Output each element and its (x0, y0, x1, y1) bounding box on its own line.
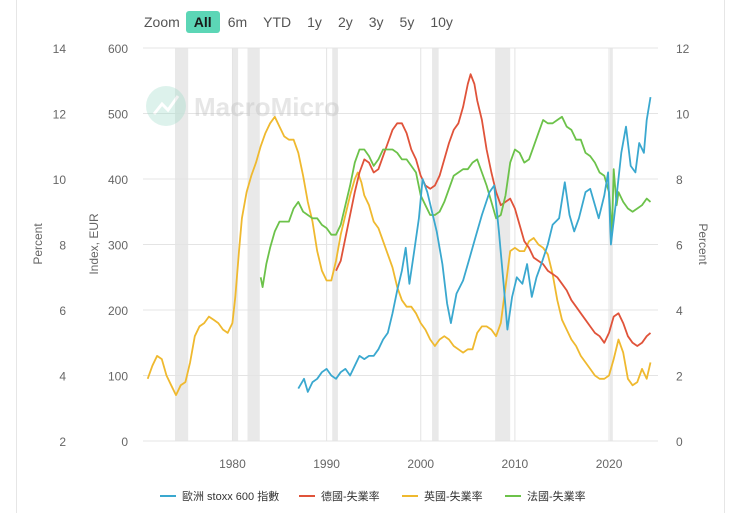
left-percent-tick-label: 12 (53, 108, 67, 122)
zoom-1y-button[interactable]: 1y (307, 14, 322, 30)
right-percent-tick-label: 4 (676, 304, 683, 318)
legend-item-germany[interactable]: 德國-失業率 (299, 488, 380, 504)
left-percent-tick-label: 14 (53, 42, 67, 56)
grid-lines (143, 47, 658, 442)
x-tick-label: 2020 (596, 457, 623, 471)
series-line-germany (335, 73, 652, 347)
left-index-axis-title: Index, EUR (87, 213, 101, 275)
x-tick-label: 1980 (219, 457, 246, 471)
right-percent-tick-label: 0 (676, 435, 683, 449)
legend-item-uk[interactable]: 英國-失業率 (402, 488, 483, 504)
zoom-3y-button[interactable]: 3y (368, 14, 384, 30)
zoom-all-button[interactable]: All (185, 11, 220, 33)
left-index-tick-label: 100 (108, 370, 128, 384)
zoom-label: Zoom (144, 14, 180, 30)
left-percent-tick-label: 10 (53, 173, 67, 187)
left-index-tick-label: 0 (121, 435, 128, 449)
frame-left-border (16, 0, 17, 513)
legend-swatch (160, 495, 176, 497)
legend-label: 歐洲 stoxx 600 指數 (182, 491, 280, 503)
series-line-uk (146, 115, 652, 396)
watermark: MacroMicro (146, 86, 340, 126)
watermark-text: MacroMicro (194, 92, 340, 122)
zoom-2y-button[interactable]: 2y (337, 14, 353, 30)
series-lines (146, 73, 652, 396)
watermark-logo-icon (146, 86, 186, 126)
right-percent-tick-label: 12 (676, 42, 690, 56)
right-percent-tick-label: 6 (676, 239, 683, 253)
left-index-tick-label: 300 (108, 239, 128, 253)
right-percent-tick-label: 2 (676, 370, 683, 384)
left-percent-tick-label: 8 (59, 239, 66, 253)
right-percent-axis-title: Percent (696, 223, 710, 265)
right-percent-tick-label: 10 (676, 108, 690, 122)
left-percent-axis-title: Percent (31, 223, 45, 265)
legend-swatch (505, 495, 521, 497)
zoom-6m-button[interactable]: 6m (227, 14, 248, 30)
zoom-10y-button[interactable]: 10y (430, 14, 453, 30)
x-tick-label: 1990 (313, 457, 340, 471)
x-tick-label: 2000 (407, 457, 434, 471)
left-percent-tick-label: 2 (59, 435, 66, 449)
watermark-logo-stroke (152, 95, 180, 115)
frame-right-border (724, 0, 725, 513)
legend-label: 德國-失業率 (321, 491, 380, 503)
series-line-stoxx (297, 96, 652, 393)
left-index-tick-label: 600 (108, 42, 128, 56)
left-percent-tick-label: 4 (59, 370, 66, 384)
zoom-5y-button[interactable]: 5y (399, 14, 415, 30)
legend: 歐洲 stoxx 600 指數 德國-失業率 英國-失業率 法國-失業率 (0, 488, 740, 508)
axes: 2 4 6 8 10 12 14 0 100 200 300 400 500 600 0 2 4 6 8 10 12 19… (31, 42, 710, 471)
left-index-tick-label: 500 (108, 108, 128, 122)
x-tick-label: 2010 (502, 457, 529, 471)
left-index-tick-label: 200 (108, 304, 128, 318)
legend-label: 英國-失業率 (424, 491, 483, 503)
series-line-france (259, 115, 652, 288)
legend-swatch (299, 495, 315, 497)
right-percent-tick-label: 8 (676, 173, 683, 187)
left-percent-tick-label: 6 (59, 304, 66, 318)
zoom-bar: Zoom All 6m YTD 1y 2y 3y 5y 10y (144, 10, 461, 34)
legend-swatch (402, 495, 418, 497)
chart-plot: MacroMicro 24681012140100200300400500600… (31, 42, 710, 471)
left-index-tick-label: 400 (108, 173, 128, 187)
legend-item-stoxx[interactable]: 歐洲 stoxx 600 指數 (160, 488, 279, 504)
legend-label: 法國-失業率 (527, 491, 586, 503)
legend-item-france[interactable]: 法國-失業率 (505, 488, 586, 504)
zoom-ytd-button[interactable]: YTD (263, 14, 292, 30)
